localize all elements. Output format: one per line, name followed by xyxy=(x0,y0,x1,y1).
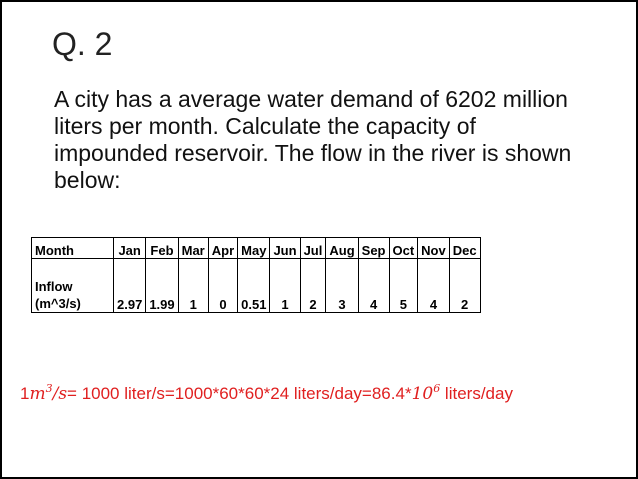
inflow-table: Month Jan Feb Mar Apr May Jun Jul Aug Se… xyxy=(31,237,481,313)
month-cell: Apr xyxy=(207,237,239,259)
formula-ten: 10 xyxy=(411,384,434,404)
header-cell-month: Month xyxy=(31,237,114,259)
inflow-cell: 1.99 xyxy=(145,258,179,313)
formula-equation: = 1000 liter/s=1000*60*60*24 liters/day=… xyxy=(67,384,412,403)
month-cell: Dec xyxy=(448,237,481,259)
conversion-formula: 1m3/s= 1000 liter/s=1000*60*60*24 liters… xyxy=(20,382,513,404)
inflow-label: Inflow xyxy=(35,279,73,294)
table-header-row: Month Jan Feb Mar Apr May Jun Jul Aug Se… xyxy=(31,237,481,259)
inflow-cell: 4 xyxy=(417,258,450,313)
inflow-cell: 2 xyxy=(299,258,327,313)
formula-per-second: /s xyxy=(52,384,68,404)
inflow-cell: 0 xyxy=(207,258,239,313)
month-cell: Mar xyxy=(177,237,209,259)
month-cell: Jan xyxy=(112,237,147,259)
slide-title: Q. 2 xyxy=(52,26,113,62)
month-cell: May xyxy=(237,237,271,259)
month-cell: Oct xyxy=(388,237,419,259)
inflow-cell: 3 xyxy=(325,258,359,313)
month-cell: Jun xyxy=(269,237,301,259)
month-cell: Feb xyxy=(145,237,179,259)
inflow-cell: 1 xyxy=(177,258,209,313)
formula-ten-exponent: 6 xyxy=(433,382,441,395)
month-cell: Nov xyxy=(417,237,450,259)
inflow-label-cell: Inflow (m^3/s) xyxy=(31,258,114,313)
inflow-cell: 5 xyxy=(388,258,419,313)
question-text: A city has a average water demand of 620… xyxy=(54,86,572,193)
formula-m-exponent: 3 xyxy=(45,382,53,395)
month-cell: Sep xyxy=(357,237,390,259)
inflow-cell: 1 xyxy=(269,258,301,313)
table-inflow-row: Inflow (m^3/s) 2.97 1.99 1 0 0.51 1 2 3 … xyxy=(31,258,481,313)
formula-lead: 1 xyxy=(20,384,30,403)
inflow-cell: 2.97 xyxy=(112,258,147,313)
inflow-cell: 0.51 xyxy=(237,258,271,313)
formula-tail: liters/day xyxy=(440,384,513,403)
formula-m: m xyxy=(29,384,46,404)
inflow-cell: 4 xyxy=(357,258,390,313)
month-cell: Aug xyxy=(325,237,359,259)
inflow-unit: (m^3/s) xyxy=(35,296,81,311)
inflow-cell: 2 xyxy=(448,258,481,313)
month-cell: Jul xyxy=(299,237,327,259)
